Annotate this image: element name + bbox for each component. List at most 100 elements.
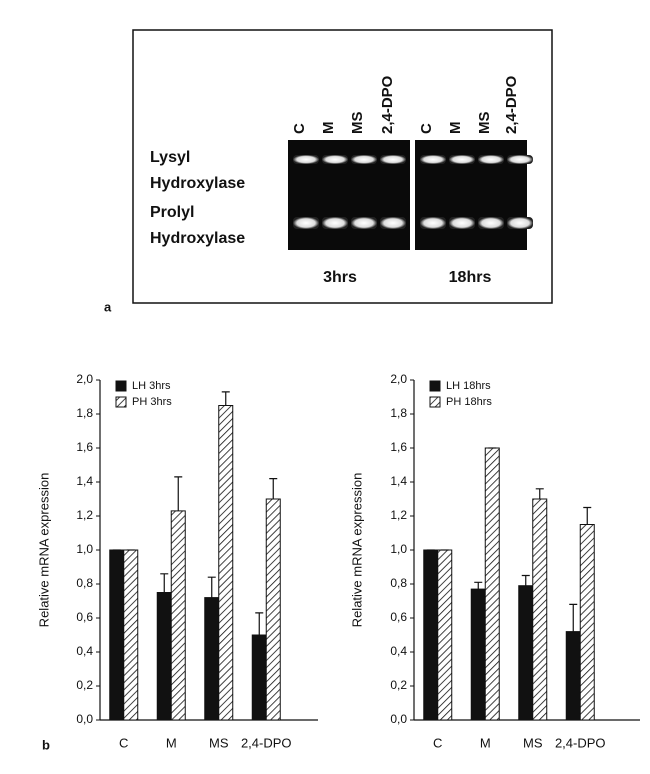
lane-label: 2,4-DPO — [503, 75, 520, 134]
gel-band — [478, 155, 504, 164]
bar — [437, 549, 453, 721]
y-tick-label: 1,4 — [76, 474, 93, 488]
lane-label: MS — [476, 112, 493, 135]
bar — [218, 405, 234, 721]
legend-swatch — [115, 380, 127, 392]
x-tick-label: MS — [209, 735, 229, 750]
bar — [265, 498, 281, 721]
x-tick-label: C — [433, 735, 442, 750]
error-bar — [174, 476, 183, 511]
bar — [484, 447, 500, 721]
gel-image — [288, 140, 533, 250]
y-tick-label: 1,2 — [76, 508, 93, 522]
y-axis-label: Relative mRNA expression — [349, 473, 364, 628]
error-bar — [474, 581, 483, 590]
gel-band — [507, 217, 533, 229]
error-bar — [221, 391, 230, 406]
bar — [423, 549, 439, 721]
gel-band — [293, 217, 319, 229]
lane-label: C — [291, 123, 308, 134]
gel-band — [449, 217, 475, 229]
gel-band — [351, 217, 377, 229]
bar — [518, 585, 534, 721]
legend-swatch — [429, 396, 441, 408]
bar — [109, 549, 125, 721]
bar — [251, 634, 267, 721]
gel-band — [478, 217, 504, 229]
row-label: Prolyl — [150, 204, 194, 221]
gel-band — [449, 155, 475, 164]
gel-band — [293, 155, 319, 164]
legend-label: LH 18hrs — [446, 380, 491, 392]
y-tick-label: 2,0 — [76, 372, 93, 386]
gel-band — [380, 155, 406, 164]
error-bar — [535, 488, 544, 499]
y-tick-label: 1,4 — [390, 474, 407, 488]
gel-band — [380, 217, 406, 229]
panel-label: b — [42, 737, 50, 752]
x-tick-label: M — [166, 735, 177, 750]
y-tick-label: 1,8 — [390, 406, 407, 420]
error-bar — [521, 574, 530, 586]
lane-label: MS — [349, 112, 366, 135]
y-tick-label: 0,2 — [76, 678, 93, 692]
bar — [579, 524, 595, 721]
lane-label: C — [418, 123, 435, 134]
gel-band — [322, 155, 348, 164]
legend-label: LH 3hrs — [132, 380, 171, 392]
x-tick-label: 2,4-DPO — [555, 735, 606, 750]
x-tick-label: 2,4-DPO — [241, 735, 292, 750]
legend-label: PH 3hrs — [132, 396, 172, 408]
bar — [204, 597, 220, 721]
y-tick-label: 1,2 — [390, 508, 407, 522]
y-tick-label: 0,0 — [76, 712, 93, 726]
error-bar — [255, 612, 264, 635]
y-tick-label: 0,4 — [390, 644, 407, 658]
error-bar — [583, 506, 592, 525]
group-label: 3hrs — [323, 269, 357, 286]
y-tick-label: 1,6 — [76, 440, 93, 454]
y-tick-label: 0,8 — [76, 576, 93, 590]
gel-band — [507, 155, 533, 164]
y-tick-label: 0,6 — [76, 610, 93, 624]
y-tick-label: 0,2 — [390, 678, 407, 692]
gel-band — [420, 217, 446, 229]
lane-label: M — [320, 122, 337, 135]
error-bar — [269, 478, 278, 499]
row-label: Hydroxylase — [150, 230, 245, 247]
group-label: 18hrs — [449, 269, 492, 286]
legend-label: PH 18hrs — [446, 396, 492, 408]
row-label: Lysyl — [150, 149, 190, 166]
y-tick-label: 1,8 — [76, 406, 93, 420]
legend-swatch — [429, 380, 441, 392]
bar — [156, 592, 172, 721]
y-tick-label: 1,0 — [390, 542, 407, 556]
y-tick-label: 2,0 — [390, 372, 407, 386]
row-label: Hydroxylase — [150, 175, 245, 192]
y-tick-label: 0,6 — [390, 610, 407, 624]
error-bar — [160, 573, 169, 593]
x-tick-label: M — [480, 735, 491, 750]
y-axis-label: Relative mRNA expression — [36, 473, 51, 628]
bar — [170, 510, 186, 721]
bar — [123, 549, 139, 721]
x-tick-label: C — [119, 735, 128, 750]
gel-band — [322, 217, 348, 229]
gel-frame — [132, 29, 553, 304]
gel-band — [420, 155, 446, 164]
panel-label: a — [104, 299, 112, 314]
y-tick-label: 0,4 — [76, 644, 93, 658]
bar — [565, 631, 581, 721]
gel-band — [351, 155, 377, 164]
lane-label: 2,4-DPO — [379, 75, 396, 134]
y-tick-label: 0,0 — [390, 712, 407, 726]
bar — [532, 498, 548, 721]
bar — [470, 588, 486, 721]
y-tick-label: 0,8 — [390, 576, 407, 590]
lane-label: M — [447, 122, 464, 135]
legend-swatch — [115, 396, 127, 408]
x-tick-label: MS — [523, 735, 543, 750]
y-tick-label: 1,0 — [76, 542, 93, 556]
error-bar — [569, 603, 578, 632]
